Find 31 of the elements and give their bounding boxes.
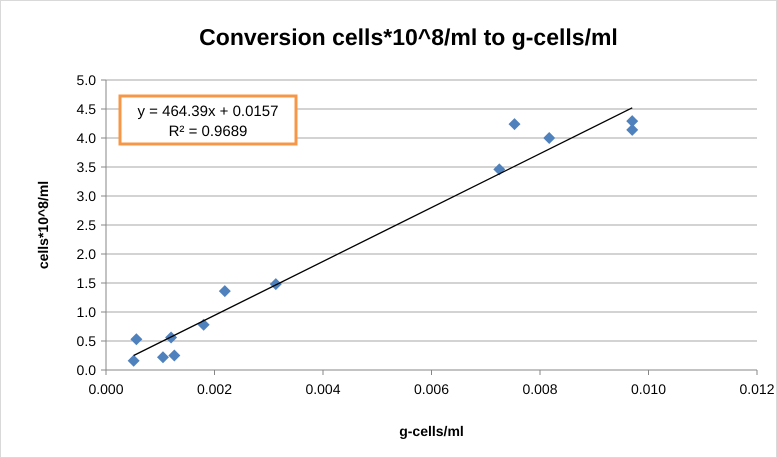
point (508, 118, 521, 130)
x-tick-label: 0.002 (196, 381, 232, 397)
chart-title: Conversion cells*10^8/ml to g-cells/ml (199, 24, 618, 50)
y-tick-label: 0.0 (76, 362, 96, 378)
y-tick-label: 4.5 (76, 100, 96, 117)
x-tick-label: 0.008 (522, 381, 558, 397)
point (128, 354, 140, 367)
y-tick-label: 5.0 (76, 72, 96, 88)
y-tick-label: 1.5 (76, 274, 96, 291)
y-tick-label: 3.0 (76, 188, 96, 204)
point (218, 285, 231, 298)
x-tick-label: 0.012 (739, 381, 775, 397)
point (156, 351, 169, 364)
x-tick-label: 0.006 (414, 381, 450, 397)
point (168, 350, 180, 362)
y-tick-label: 0.5 (76, 332, 96, 349)
y-axis-title: cells*10^8/ml (35, 180, 51, 270)
y-tick-label: 4.0 (76, 130, 96, 146)
y-tick-label: 3.5 (76, 158, 96, 175)
y-tick-label: 1.0 (76, 304, 96, 320)
point (130, 333, 142, 346)
x-tick-label: 0.004 (305, 381, 341, 397)
x-tick-label: 0.000 (88, 381, 124, 397)
y-tick-label: 2.5 (76, 216, 96, 233)
point (543, 132, 556, 144)
x-tick-label: 0.010 (630, 381, 666, 397)
annotation: R² = 0.9689 (168, 123, 248, 140)
y-tick-label: 2.0 (76, 246, 96, 262)
annotation: y = 464.39x + 0.0157 (138, 103, 278, 120)
x-axis-title: g-cells/ml (399, 423, 464, 439)
point (493, 163, 506, 176)
